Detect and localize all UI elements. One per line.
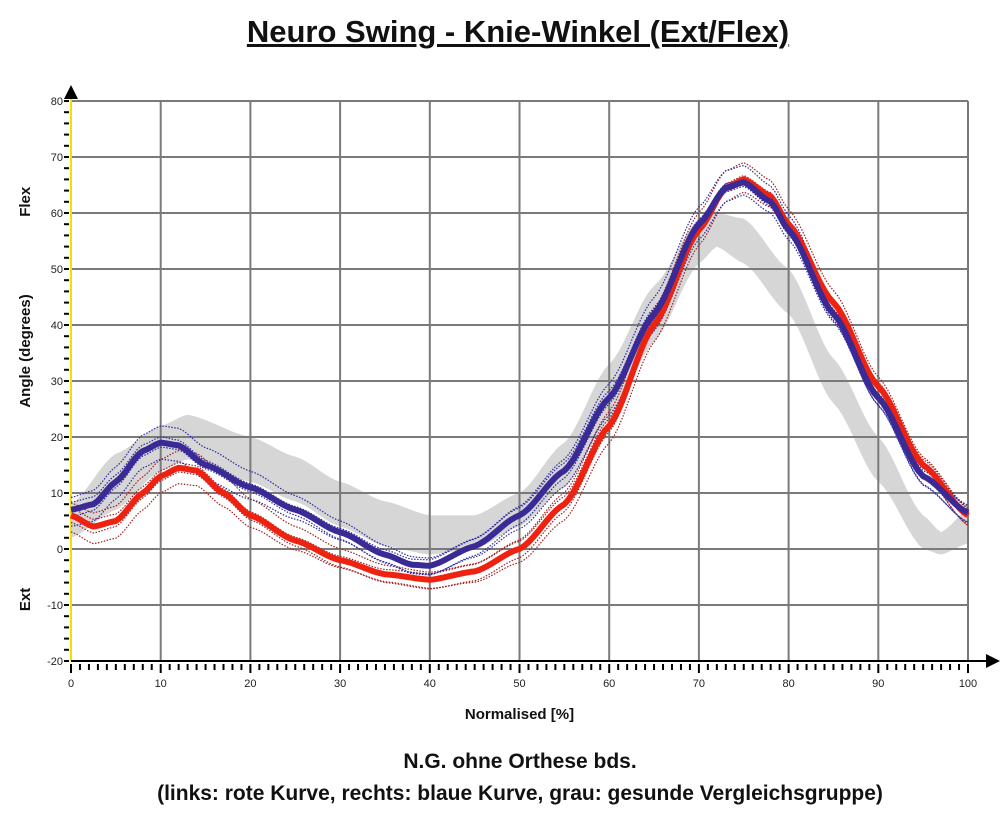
series-bound-blue — [70, 164, 969, 559]
chart-title: Neuro Swing - Knie-Winkel (Ext/Flex) — [246, 14, 790, 49]
y-tick-label: 30 — [51, 376, 63, 388]
y-axis-label: Angle (degrees) — [17, 294, 34, 407]
series-line-red — [69, 176, 970, 583]
y-tick-label: 20 — [51, 432, 63, 444]
y-tick-label: -10 — [47, 600, 63, 612]
y-tick-label: 40 — [51, 320, 63, 332]
x-tick-label: 90 — [872, 678, 884, 690]
y-label-ext: Ext — [17, 588, 34, 611]
x-tick-label: 40 — [424, 678, 436, 690]
x-axis-arrow-icon — [986, 654, 1000, 668]
y-tick-label: 80 — [51, 96, 63, 108]
x-tick-label: 70 — [693, 678, 705, 690]
y-tick-label: -20 — [47, 656, 63, 668]
y-tick-label: 60 — [51, 208, 63, 220]
y-tick-label: 10 — [51, 488, 63, 500]
caption-line-1: N.G. ohne Orthese bds. — [403, 750, 637, 773]
series-bound-blue — [70, 194, 969, 576]
x-tick-label: 10 — [155, 678, 167, 690]
y-axis-arrow-icon — [64, 85, 78, 99]
series-line-blue — [70, 179, 970, 569]
x-tick-label: 30 — [334, 678, 346, 690]
x-tick-label: 0 — [68, 678, 74, 690]
x-tick-label: 20 — [244, 678, 256, 690]
y-tick-label: 0 — [57, 544, 63, 556]
y-tick-label: 70 — [51, 152, 63, 164]
y-label-flex: Flex — [17, 186, 34, 217]
x-tick-label: 60 — [603, 678, 615, 690]
normal-range-band — [71, 213, 968, 555]
x-tick-label: 80 — [782, 678, 794, 690]
y-tick-label: 50 — [51, 264, 63, 276]
series-bound-red — [70, 174, 969, 575]
x-axis-label: Normalised [%] — [465, 706, 574, 723]
x-tick-label: 50 — [513, 678, 525, 690]
caption-line-2: (links: rote Kurve, rechts: blaue Kurve,… — [157, 782, 883, 805]
x-tick-label: 100 — [959, 678, 977, 690]
